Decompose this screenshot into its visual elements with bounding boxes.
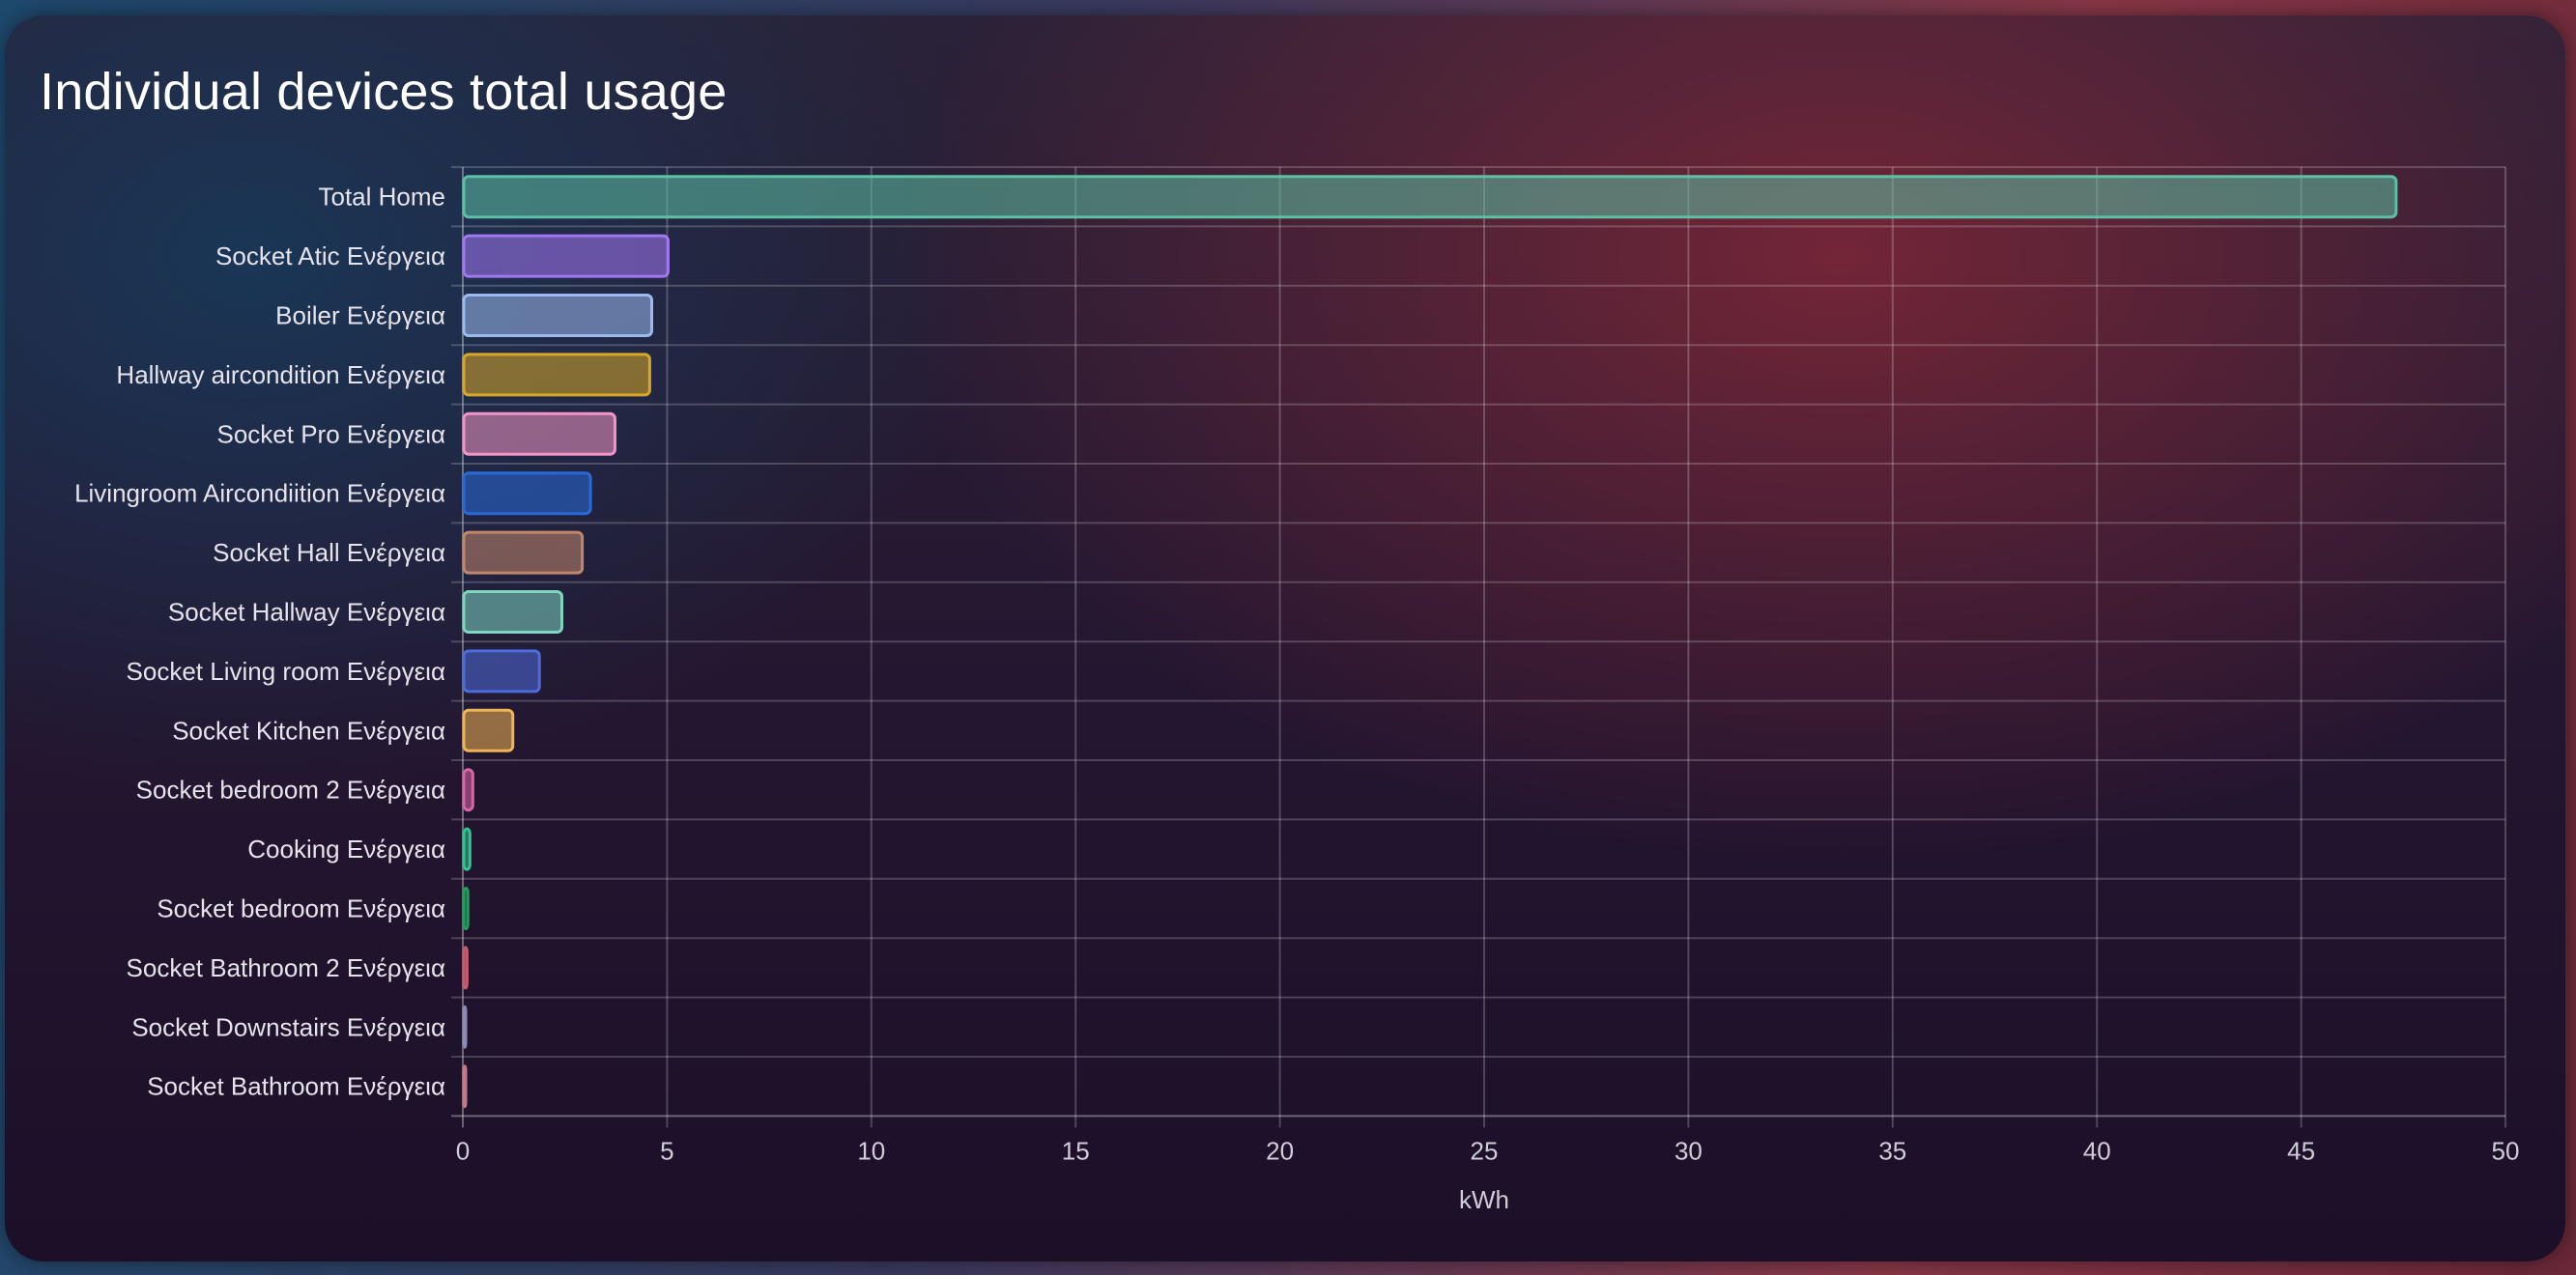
x-tick-label: 35 bbox=[1878, 1136, 1906, 1165]
category-label: Hallway aircondition Ενέργεια bbox=[116, 360, 445, 389]
x-tick-labels: 0 5 10 15 20 25 30 35 40 45 50 bbox=[456, 1136, 2520, 1165]
category-label: Livingroom Aircondiition Ενέργεια bbox=[74, 479, 445, 508]
category-label: Total Home bbox=[319, 183, 446, 212]
x-tick-label: 0 bbox=[456, 1136, 470, 1165]
bar[interactable] bbox=[462, 530, 585, 575]
x-tick-label: 15 bbox=[1062, 1136, 1090, 1165]
x-tick-label: 10 bbox=[857, 1136, 885, 1165]
x-tick-label: 40 bbox=[2083, 1136, 2111, 1165]
x-tick-label: 25 bbox=[1471, 1136, 1499, 1165]
chart-card: Individual devices total usage Total Hom… bbox=[5, 15, 2565, 1261]
category-label: Boiler Ενέργεια bbox=[275, 301, 445, 330]
category-label: Socket Pro Ενέργεια bbox=[216, 419, 445, 448]
category-label: Socket Hallway Ενέργεια bbox=[168, 598, 445, 627]
bar[interactable] bbox=[462, 234, 670, 278]
category-label: Socket Bathroom Ενέργεια bbox=[147, 1072, 445, 1101]
category-labels: Total Home Socket Atic Ενέργεια Boiler Ενέ… bbox=[74, 183, 445, 1101]
x-tick-label: 30 bbox=[1674, 1136, 1703, 1165]
x-axis-label: kWh bbox=[1459, 1185, 1509, 1214]
bar[interactable] bbox=[462, 649, 541, 694]
category-label: Socket Kitchen Ενέργεια bbox=[172, 716, 445, 745]
bars bbox=[462, 175, 2398, 1109]
category-label: Socket Bathroom 2 Ενέργεια bbox=[127, 953, 445, 982]
x-tick-label: 20 bbox=[1266, 1136, 1294, 1165]
bar[interactable] bbox=[462, 827, 472, 871]
bar[interactable] bbox=[462, 411, 616, 456]
category-label: Socket Atic Ενέργεια bbox=[215, 241, 445, 270]
bar[interactable] bbox=[462, 590, 563, 634]
bar[interactable] bbox=[462, 294, 653, 337]
x-tick-label: 5 bbox=[660, 1136, 673, 1165]
bar[interactable] bbox=[462, 1064, 468, 1109]
category-label: Socket bedroom 2 Ενέργεια bbox=[136, 776, 445, 805]
category-label: Socket bedroom Ενέργεια bbox=[157, 894, 445, 923]
x-tick-label: 45 bbox=[2287, 1136, 2315, 1165]
card-title: Individual devices total usage bbox=[40, 63, 728, 121]
grid-lines bbox=[451, 166, 2506, 1128]
bar[interactable] bbox=[462, 175, 2398, 219]
bar[interactable] bbox=[462, 946, 469, 990]
category-label: Socket Living room Ενέργεια bbox=[127, 657, 445, 686]
category-label: Socket Hall Ενέργεια bbox=[213, 538, 445, 567]
bar[interactable] bbox=[462, 353, 651, 397]
bar[interactable] bbox=[462, 1005, 468, 1049]
bar-chart: Total Home Socket Atic Ενέργεια Boiler Ενέ… bbox=[74, 166, 2520, 1214]
x-tick-label: 50 bbox=[2492, 1136, 2520, 1165]
category-label: Cooking Ενέργεια bbox=[247, 835, 445, 864]
bar[interactable] bbox=[462, 768, 474, 812]
category-label: Socket Downstairs Ενέργεια bbox=[131, 1012, 445, 1041]
bar[interactable] bbox=[462, 471, 592, 516]
bar[interactable] bbox=[462, 708, 515, 752]
bar[interactable] bbox=[462, 887, 470, 930]
